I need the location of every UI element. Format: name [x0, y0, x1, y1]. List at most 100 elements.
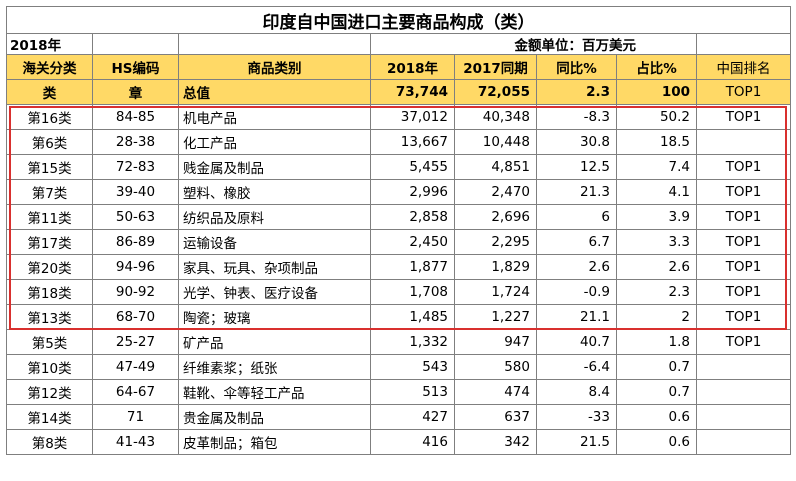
blank-cell [178, 33, 371, 55]
table-cell: 2.6 [616, 254, 697, 280]
table-cell: 50-63 [92, 204, 179, 230]
table-cell: 416 [370, 429, 455, 455]
header-row: 海关分类 HS编码 商品类别 2018年 2017同期 同比% 占比% 中国排名 [6, 54, 791, 80]
table-cell: 71 [92, 404, 179, 430]
total-cell: 100 [616, 79, 697, 105]
table-cell: 第20类 [6, 254, 93, 280]
header-cell: 占比% [616, 54, 697, 80]
table-cell: TOP1 [696, 179, 791, 205]
table-cell: 塑料、橡胶 [178, 179, 371, 205]
table-cell: TOP1 [696, 304, 791, 330]
table-row: 第14类 71 贵金属及制品 427 637 -33 0.6 [6, 404, 791, 430]
total-cell: 2.3 [536, 79, 617, 105]
table-cell: 第18类 [6, 279, 93, 305]
table-cell: 1,877 [370, 254, 455, 280]
table-cell: 513 [370, 379, 455, 405]
table-cell: 第17类 [6, 229, 93, 255]
total-row: 类 章 总值 73,744 72,055 2.3 100 TOP1 [6, 79, 791, 105]
table-cell: 637 [454, 404, 537, 430]
total-cell: 73,744 [370, 79, 455, 105]
table-cell: 13,667 [370, 129, 455, 155]
table-cell: TOP1 [696, 104, 791, 130]
table-cell: 1,332 [370, 329, 455, 355]
table-cell: 41-43 [92, 429, 179, 455]
header-cell: 2017同期 [454, 54, 537, 80]
table-cell [696, 354, 791, 380]
total-cell: 72,055 [454, 79, 537, 105]
table-cell: 2,450 [370, 229, 455, 255]
table-cell: 第5类 [6, 329, 93, 355]
table-row: 第16类 84-85 机电产品 37,012 40,348 -8.3 50.2 TOP1 [6, 104, 791, 130]
table-cell: 5,455 [370, 154, 455, 180]
table-cell: 37,012 [370, 104, 455, 130]
table-cell: 第16类 [6, 104, 93, 130]
table-cell: 6 [536, 204, 617, 230]
table-cell: 0.6 [616, 404, 697, 430]
table-cell: 第14类 [6, 404, 93, 430]
table-cell: 2,470 [454, 179, 537, 205]
table-cell: 40,348 [454, 104, 537, 130]
table-cell: 2,295 [454, 229, 537, 255]
table-cell: TOP1 [696, 204, 791, 230]
table-cell: 第6类 [6, 129, 93, 155]
table-cell: 342 [454, 429, 537, 455]
table-cell: 947 [454, 329, 537, 355]
table-cell: 纺织品及原料 [178, 204, 371, 230]
table-cell: 90-92 [92, 279, 179, 305]
table-cell: 427 [370, 404, 455, 430]
header-cell: HS编码 [92, 54, 179, 80]
header-cell: 海关分类 [6, 54, 93, 80]
spreadsheet: 印度自中国进口主要商品构成（类） 2018年 金额单位：百万美元 海关分类 HS… [6, 6, 791, 455]
table-row: 第5类 25-27 矿产品 1,332 947 40.7 1.8 TOP1 [6, 329, 791, 355]
table-cell: 4.1 [616, 179, 697, 205]
table-cell: 贱金属及制品 [178, 154, 371, 180]
table-cell: 光学、钟表、医疗设备 [178, 279, 371, 305]
table-cell [696, 379, 791, 405]
table-cell: TOP1 [696, 229, 791, 255]
table-cell: 机电产品 [178, 104, 371, 130]
table-row: 第6类 28-38 化工产品 13,667 10,448 30.8 18.5 [6, 129, 791, 155]
table-cell: 第8类 [6, 429, 93, 455]
table-cell: 2,996 [370, 179, 455, 205]
table-cell: 28-38 [92, 129, 179, 155]
table-title: 印度自中国进口主要商品构成（类） [6, 6, 791, 34]
total-cell: 章 [92, 79, 179, 105]
table-cell: 2 [616, 304, 697, 330]
table-cell: 39-40 [92, 179, 179, 205]
table-cell [696, 129, 791, 155]
table-cell: TOP1 [696, 329, 791, 355]
table-row: 第20类 94-96 家具、玩具、杂项制品 1,877 1,829 2.6 2.6 TOP1 [6, 254, 791, 280]
table-cell: 2,696 [454, 204, 537, 230]
table-cell: -33 [536, 404, 617, 430]
table-cell: -6.4 [536, 354, 617, 380]
header-cell: 2018年 [370, 54, 455, 80]
unit-label: 金额单位：百万美元 [370, 33, 697, 55]
table-cell: 化工产品 [178, 129, 371, 155]
table-row: 第11类 50-63 纺织品及原料 2,858 2,696 6 3.9 TOP1 [6, 204, 791, 230]
year-label: 2018年 [6, 33, 93, 55]
table-row: 第10类 47-49 纤维素浆；纸张 543 580 -6.4 0.7 [6, 354, 791, 380]
table-cell: TOP1 [696, 254, 791, 280]
table-cell: 3.9 [616, 204, 697, 230]
table-row: 第7类 39-40 塑料、橡胶 2,996 2,470 21.3 4.1 TOP1 [6, 179, 791, 205]
table-cell: 0.6 [616, 429, 697, 455]
table-cell: 6.7 [536, 229, 617, 255]
table-cell: 72-83 [92, 154, 179, 180]
table-cell: 第13类 [6, 304, 93, 330]
table-cell: 陶瓷；玻璃 [178, 304, 371, 330]
table-row: 第17类 86-89 运输设备 2,450 2,295 6.7 3.3 TOP1 [6, 229, 791, 255]
table-cell: 第10类 [6, 354, 93, 380]
blank-cell [696, 33, 791, 55]
table-row: 第12类 64-67 鞋靴、伞等轻工产品 513 474 8.4 0.7 [6, 379, 791, 405]
blank-cell [92, 33, 179, 55]
table-cell: -0.9 [536, 279, 617, 305]
table-cell: 86-89 [92, 229, 179, 255]
table-cell: 84-85 [92, 104, 179, 130]
table-cell: 鞋靴、伞等轻工产品 [178, 379, 371, 405]
table-cell: 543 [370, 354, 455, 380]
table-cell: 0.7 [616, 379, 697, 405]
table-cell: 2,858 [370, 204, 455, 230]
table-cell: 1,708 [370, 279, 455, 305]
table-cell: 1,227 [454, 304, 537, 330]
table-cell: 94-96 [92, 254, 179, 280]
